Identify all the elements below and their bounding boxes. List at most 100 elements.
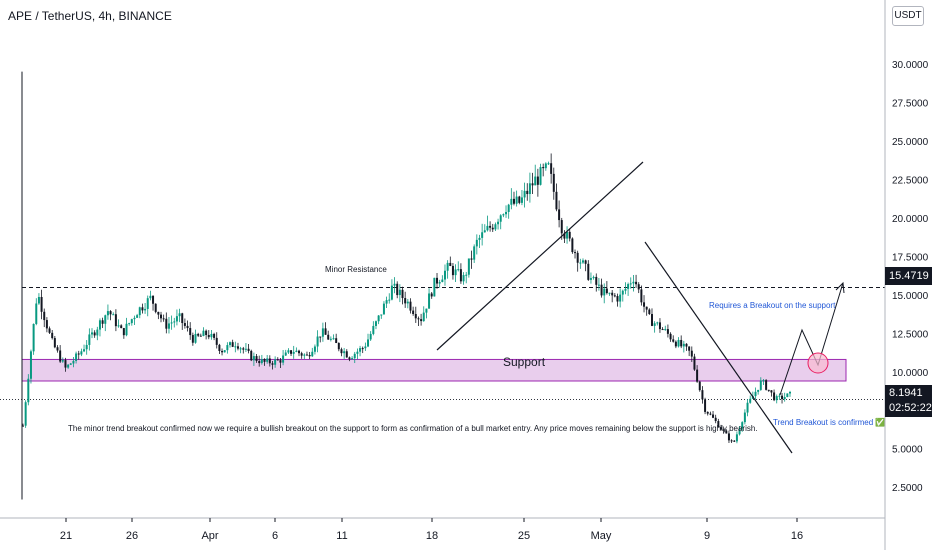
candle-body — [454, 269, 457, 276]
candle-body — [658, 322, 661, 330]
candle-body — [574, 252, 577, 254]
candle-body — [738, 428, 741, 435]
candle-body — [579, 262, 582, 264]
candle-body — [600, 284, 603, 296]
candle-body — [550, 163, 553, 174]
candle-body — [746, 402, 749, 413]
breakout-requirement-note: Requires a Breakout on the support — [709, 301, 836, 310]
candle-body — [685, 343, 688, 347]
candle-body — [40, 296, 43, 312]
y-tick-label: 10.0000 — [892, 368, 929, 379]
candle-body — [438, 282, 441, 284]
candle-body — [420, 319, 423, 322]
candle-body — [157, 311, 160, 315]
candle-body — [765, 380, 768, 390]
candle-body — [428, 293, 431, 309]
candle-body — [733, 440, 736, 442]
candle-body — [101, 320, 104, 324]
x-tick-label: 16 — [791, 530, 803, 542]
candle-body — [258, 360, 261, 364]
candle-body — [672, 339, 675, 342]
candle-body — [175, 316, 178, 322]
candle-body — [133, 317, 136, 320]
candle-body — [51, 332, 54, 339]
bar-countdown: 02:52:22 — [889, 402, 932, 414]
candle-body — [613, 295, 616, 297]
x-tick-label: 25 — [518, 530, 530, 542]
candle-body — [587, 263, 590, 280]
candle-body — [332, 338, 335, 340]
projection-path — [779, 282, 844, 396]
candle-body — [53, 338, 56, 348]
candle-body — [770, 390, 773, 393]
candle-body — [207, 334, 210, 338]
candle-body — [462, 275, 465, 282]
candle-body — [592, 276, 595, 279]
candle-body — [22, 425, 24, 427]
candle-body — [260, 359, 263, 364]
candle-body — [759, 380, 762, 390]
candle-body — [489, 225, 492, 228]
candle-body — [648, 309, 651, 315]
candle-body — [364, 346, 367, 349]
candle-body — [475, 239, 478, 247]
candle-body — [398, 289, 401, 296]
candle-body — [717, 421, 720, 428]
candle-body — [778, 395, 781, 397]
x-tick-label: 18 — [426, 530, 438, 542]
candle-body — [528, 183, 531, 195]
candle-body — [393, 283, 396, 286]
candle-body — [401, 289, 404, 299]
candle-body — [271, 363, 274, 365]
candle-body — [290, 350, 293, 354]
candle-body — [167, 323, 170, 329]
candle-body — [741, 422, 744, 429]
currency-button[interactable]: USDT — [892, 6, 924, 26]
candle-body — [234, 346, 237, 348]
candle-body — [653, 323, 656, 326]
candle-body — [356, 351, 359, 354]
candle-body — [165, 318, 168, 329]
candle-body — [637, 284, 640, 290]
candle-body — [348, 357, 351, 360]
candle-body — [608, 292, 611, 294]
candle-body — [170, 322, 173, 324]
candle-body — [627, 284, 630, 289]
candle-body — [656, 322, 659, 324]
candle-body — [571, 238, 574, 253]
candle-body — [77, 353, 80, 355]
y-tick-label: 25.0000 — [892, 137, 929, 148]
candle-body — [194, 333, 197, 343]
candle-body — [199, 335, 202, 337]
candle-body — [221, 350, 224, 353]
breakout-circle — [807, 352, 829, 374]
candle-body — [451, 265, 454, 276]
candle-body — [321, 328, 324, 337]
candle-body — [311, 351, 314, 357]
candle-body — [335, 338, 338, 344]
candle-body — [441, 279, 444, 283]
candle-body — [130, 319, 133, 324]
candle-body — [558, 209, 561, 221]
candle-body — [361, 348, 364, 350]
candle-body — [303, 354, 306, 356]
candle-body — [773, 392, 776, 401]
candle-body — [584, 260, 587, 264]
candle-body — [61, 360, 64, 362]
candle-body — [417, 318, 420, 320]
candle-body — [104, 315, 107, 324]
candle-body — [319, 336, 322, 338]
candle-body — [483, 230, 486, 233]
candle-body — [430, 293, 433, 297]
candle-body — [523, 190, 526, 198]
candle-body — [643, 302, 646, 307]
candle-body — [576, 252, 579, 263]
symbol-title: APE / TetherUS, 4h, BINANCE — [8, 9, 172, 23]
candle-body — [191, 335, 194, 343]
current-price-tag: 8.1941 02:52:22 — [885, 385, 932, 417]
candle-body — [515, 196, 518, 204]
candle-body — [114, 314, 117, 327]
candle-body — [499, 215, 502, 222]
x-tick-label: 26 — [126, 530, 138, 542]
